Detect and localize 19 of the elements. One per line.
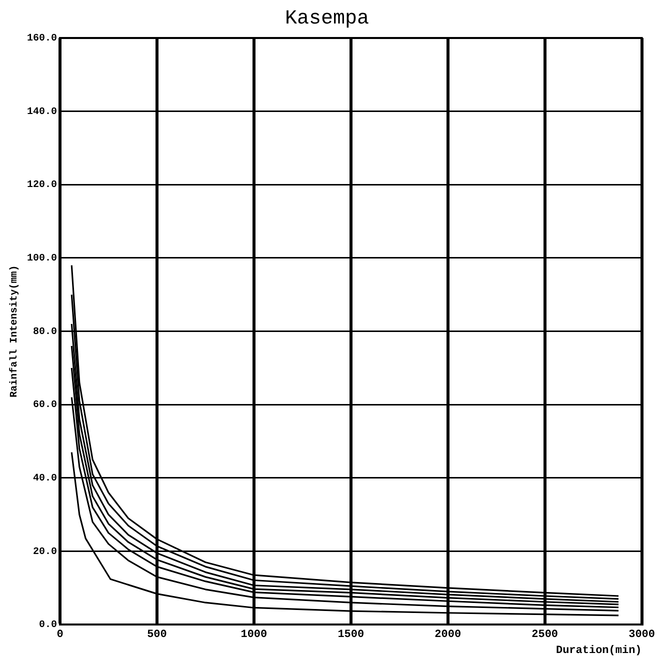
y-tick-label: 60.0 [32, 400, 58, 412]
y-tick-label: 140.0 [26, 106, 58, 118]
y-tick-label: 120.0 [26, 180, 58, 192]
x-tick-label: 1000 [240, 628, 268, 641]
x-axis-title: Duration(min) [556, 645, 642, 658]
y-tick-label: 40.0 [32, 473, 58, 484]
x-tick-label: 0 [56, 628, 64, 641]
x-tick-label: 500 [147, 628, 167, 641]
x-tick-label: 2500 [532, 628, 558, 641]
x-tick-label: 2000 [434, 628, 462, 641]
y-tick-label: 20.0 [32, 546, 58, 558]
x-tick-label: 1500 [338, 628, 364, 641]
chart-title: Kasempa [284, 7, 370, 30]
y-axis-title: Rainfall Intensity(mm) [8, 265, 21, 398]
y-tick-label: 100.0 [26, 253, 58, 264]
y-tick-label: 80.0 [32, 326, 58, 338]
y-tick-label: 160.0 [26, 34, 58, 45]
x-tick-label: 3000 [628, 628, 655, 641]
y-tick-label: 0.0 [38, 620, 58, 632]
